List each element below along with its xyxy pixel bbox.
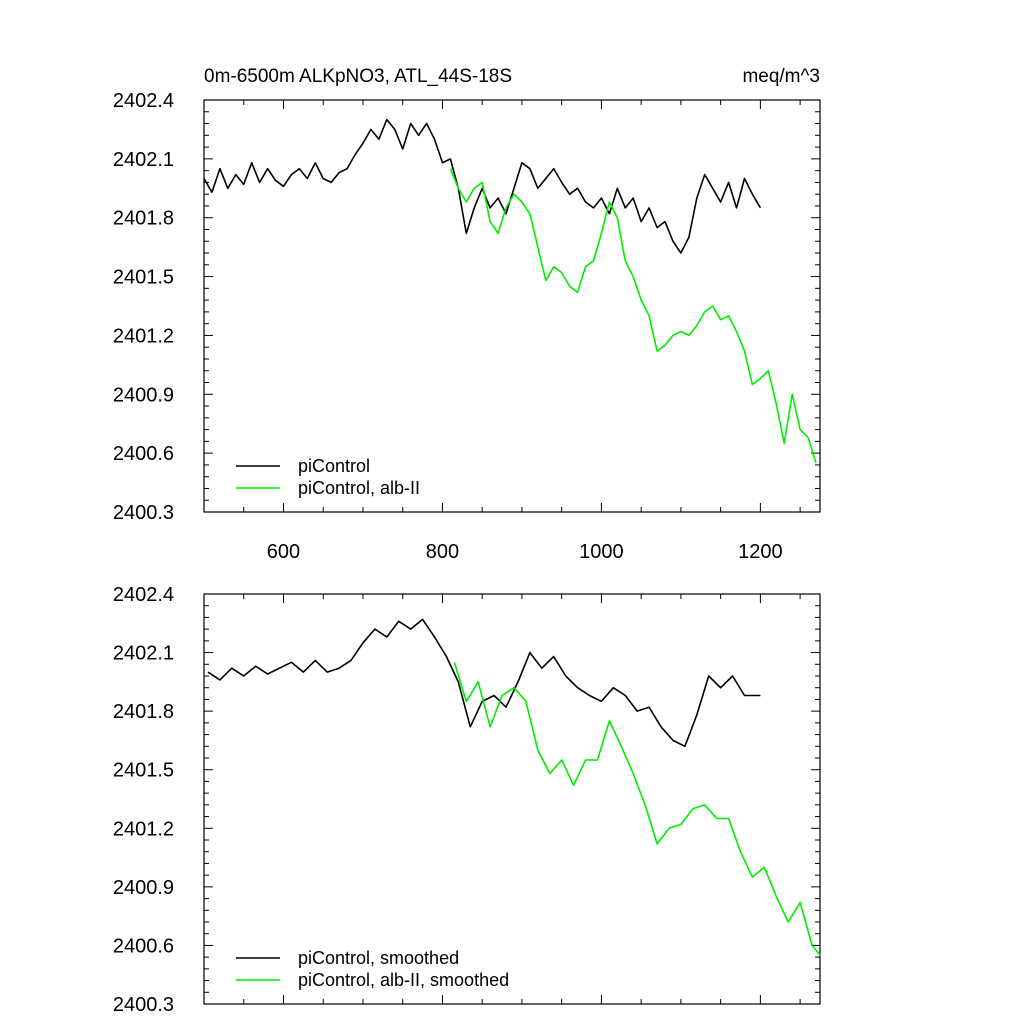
legend-label-1: piControl, alb-II, smoothed — [298, 970, 509, 990]
y-tick-label: 2400.9 — [113, 384, 174, 406]
legend-label-0: piControl, smoothed — [298, 948, 459, 968]
y-tick-label: 2400.3 — [113, 502, 174, 524]
top-panel: 2400.3 2400.6 2400.9 2401.2 2401.5 2401.8 2402… — [113, 90, 821, 563]
series-line-1 — [453, 662, 821, 956]
x-tick-label: 600 — [267, 541, 300, 563]
x-tick-label: 800 — [426, 541, 459, 563]
legend-label-0: piControl — [298, 456, 370, 476]
y-tick-label: 2401.8 — [113, 701, 174, 723]
y-tick-label: 2400.6 — [113, 443, 174, 465]
y-tick-label: 2400.6 — [113, 935, 174, 957]
x-tick-label: 1200 — [738, 541, 783, 563]
y-tick-label: 2400.3 — [113, 994, 174, 1016]
y-tick-label: 2402.4 — [113, 90, 174, 112]
y-tick-label: 2400.9 — [113, 877, 174, 899]
y-tick-label: 2401.8 — [113, 208, 174, 230]
series-line-0 — [207, 618, 761, 748]
y-tick-label: 2402.1 — [113, 149, 174, 171]
y-tick-label: 2401.2 — [113, 325, 174, 347]
series-line-0 — [203, 118, 762, 254]
bottom-panel: 2400.3 2400.6 2400.9 2401.2 2401.5 2401.8 2402… — [113, 584, 821, 1016]
series-line-1 — [449, 168, 817, 464]
legend-label-1: piControl, alb-II — [298, 478, 420, 498]
y-tick-label: 2401.5 — [113, 267, 174, 289]
y-tick-label: 2401.5 — [113, 760, 174, 782]
y-tick-label: 2402.4 — [113, 584, 174, 606]
plot-frame — [203, 99, 821, 513]
chart-title: 0m-6500m ALKpNO3, ATL_44S-18S — [204, 66, 512, 87]
x-tick-label: 1000 — [579, 541, 624, 563]
y-tick-label: 2402.1 — [113, 643, 174, 665]
plot-frame — [203, 593, 821, 1005]
y-tick-label: 2401.2 — [113, 818, 174, 840]
units-label: meq/m^3 — [742, 66, 820, 87]
